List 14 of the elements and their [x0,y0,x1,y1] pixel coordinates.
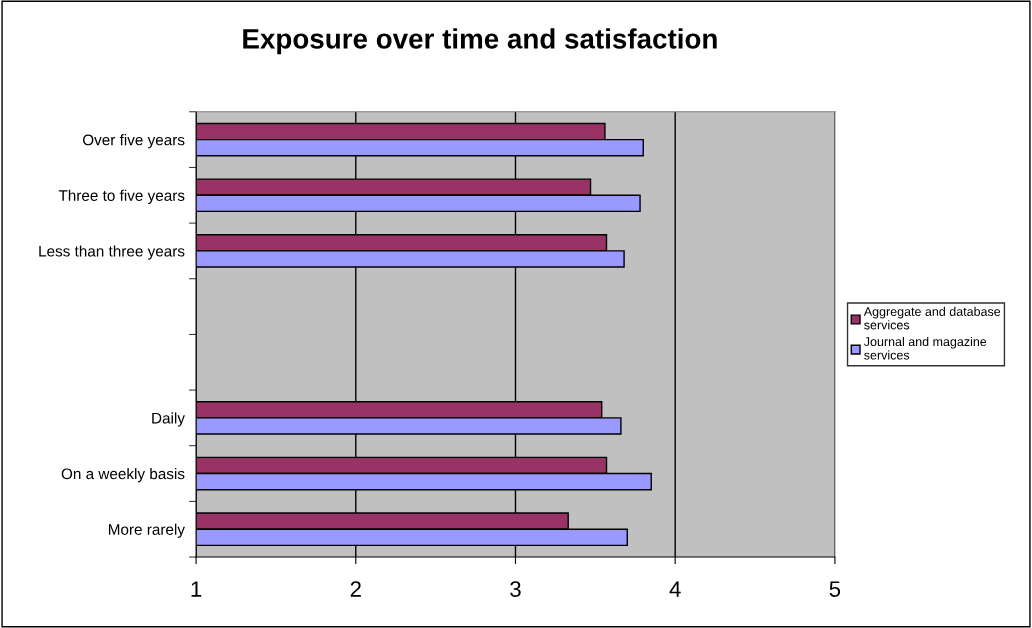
chart-title: Exposure over time and satisfaction [243,28,717,55]
y-tick-label: Three to five years [58,189,185,204]
x-tick-label: 4 [669,581,681,597]
y-tick-label: More rarely [108,523,185,538]
y-tick-label: Over five years [82,134,185,149]
y-tick-label: Daily [152,412,185,427]
legend-label: Aggregate and database services [863,306,1001,330]
y-tick-label: Less than three years [39,245,185,260]
y-tick-label: On a weekly basis [61,468,185,483]
x-tick-label: 5 [829,581,841,597]
x-tick-label: 2 [350,581,361,597]
x-tick-label: 3 [510,581,521,597]
legend-label: Journal and magazine services [863,336,987,360]
x-tick-label: 1 [191,581,202,597]
